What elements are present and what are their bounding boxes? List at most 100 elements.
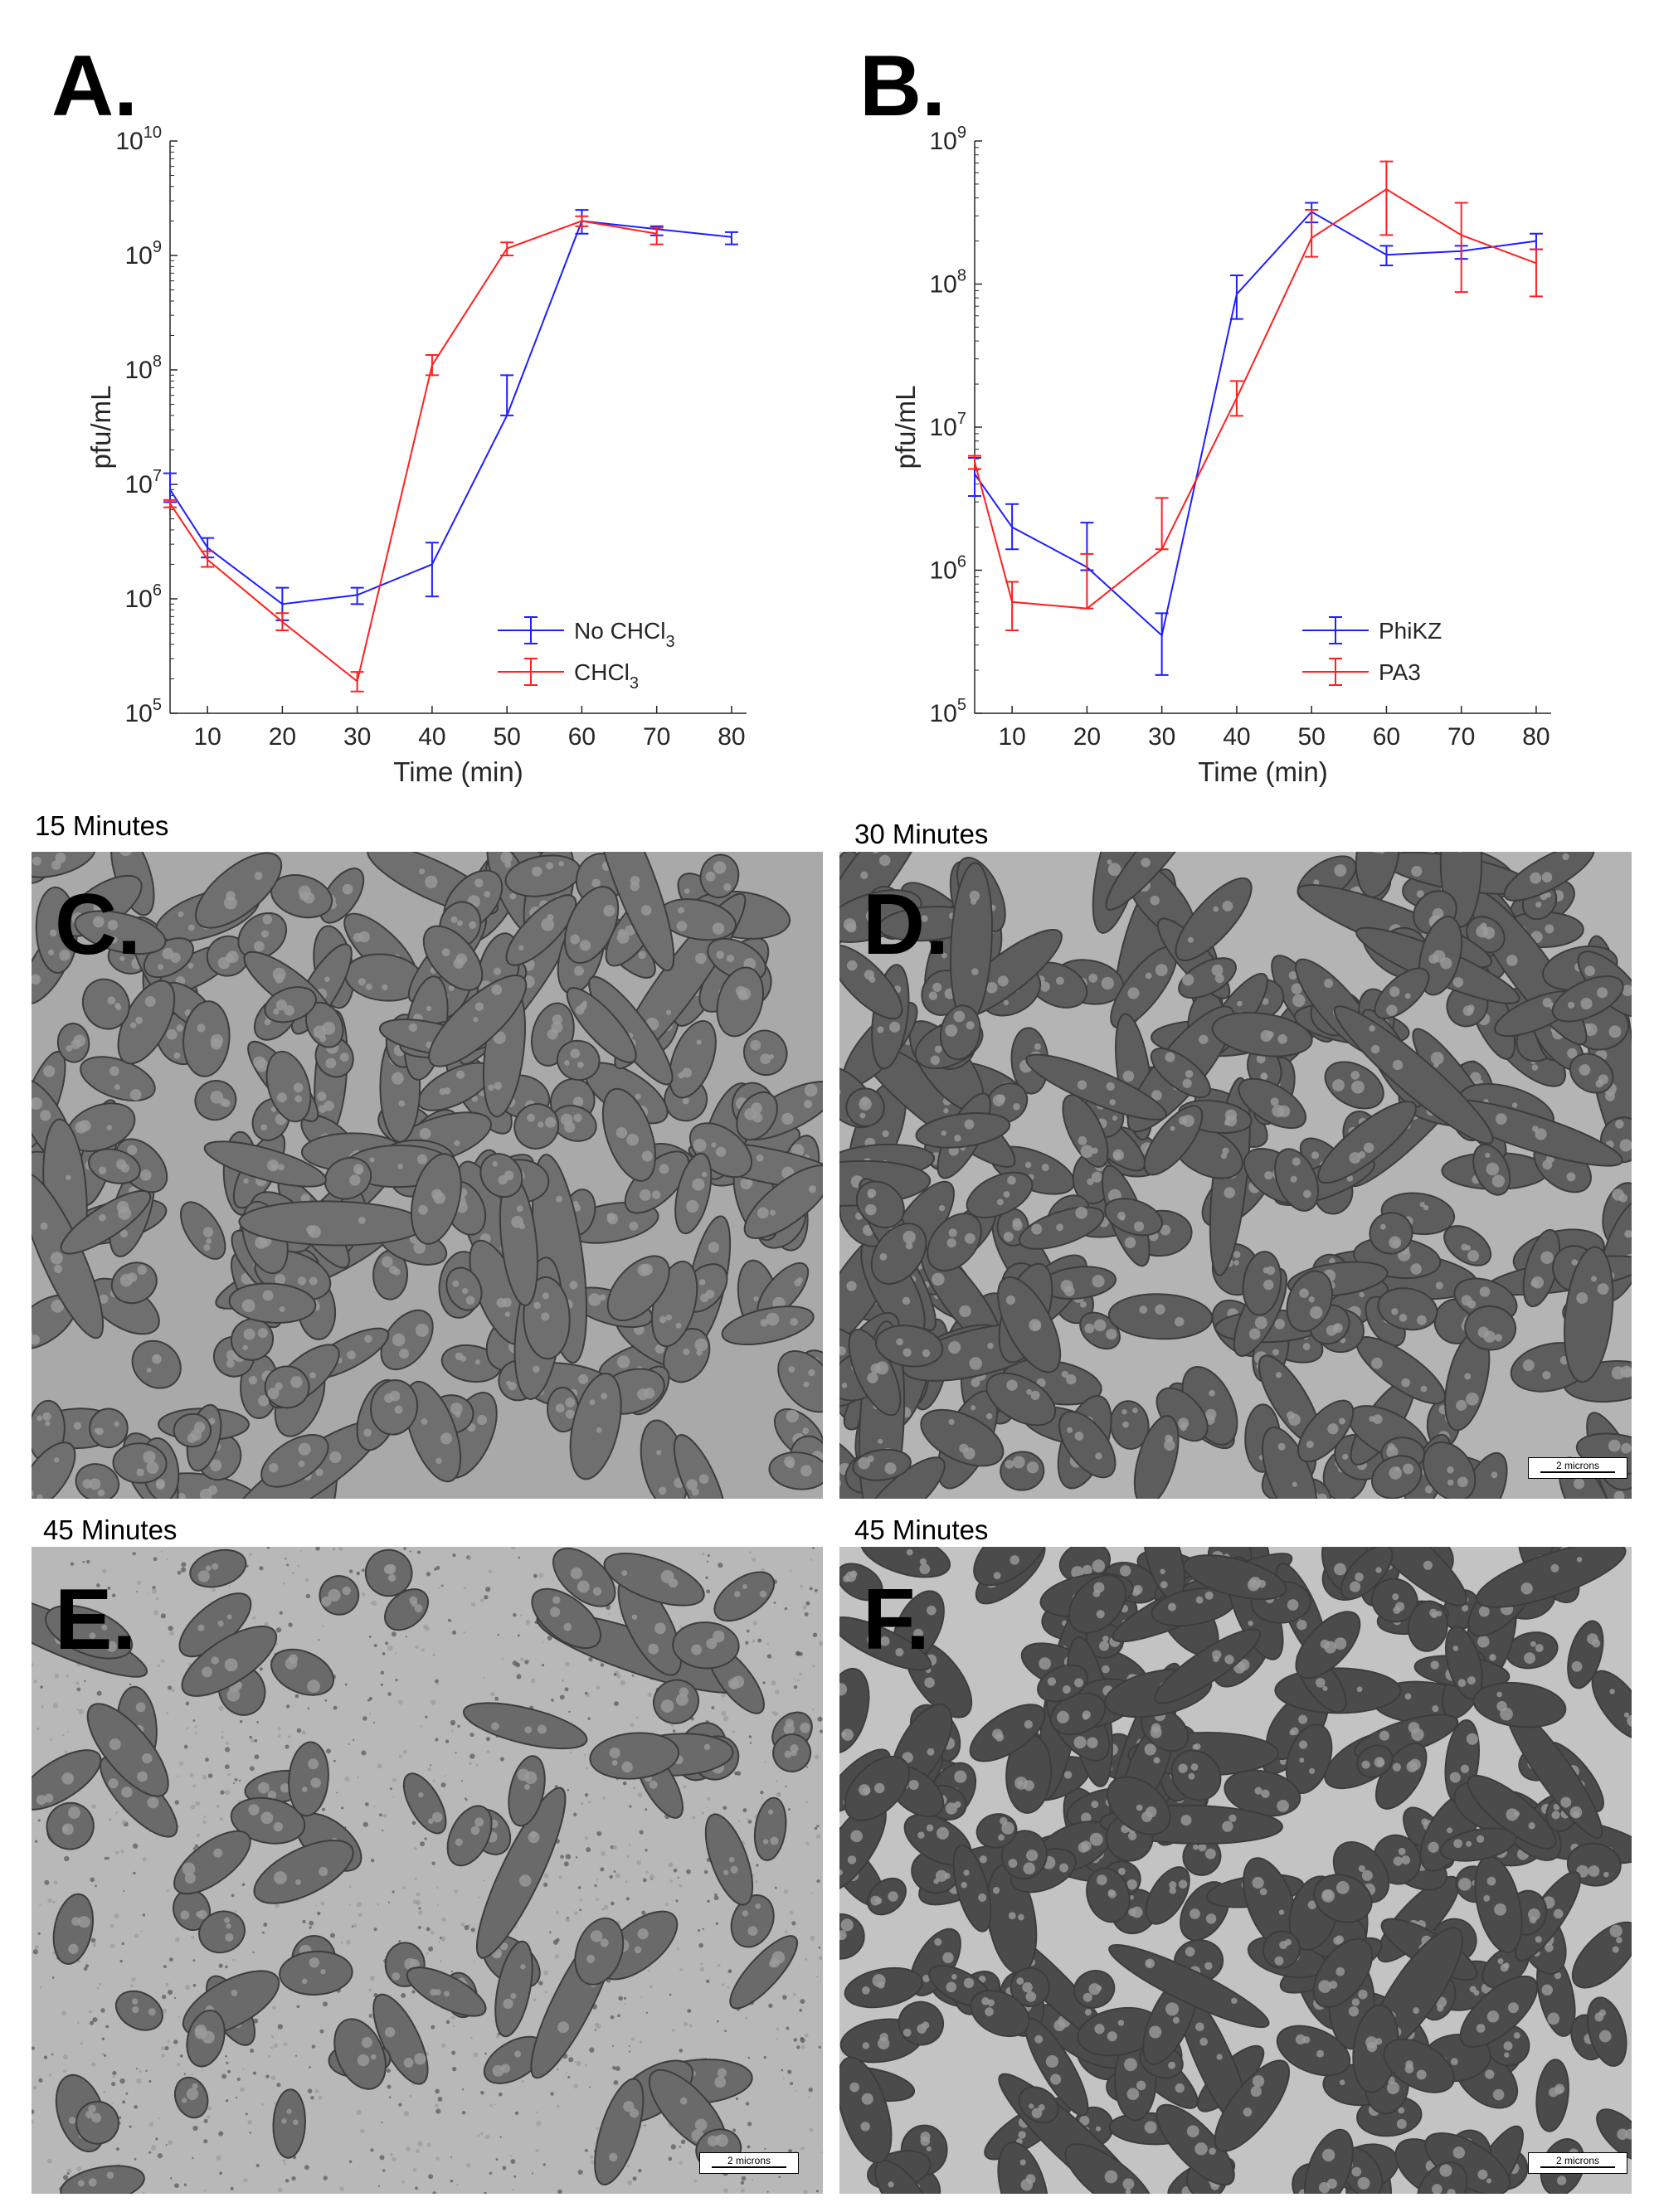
- speckle: [810, 1935, 815, 1941]
- speckle: [432, 1779, 435, 1782]
- speckle: [216, 2155, 221, 2161]
- speckle: [463, 1586, 467, 1590]
- speckle: [224, 1764, 230, 1770]
- speckle: [160, 1659, 165, 1664]
- speckle: [805, 1801, 809, 1804]
- speckle: [804, 2033, 809, 2038]
- chart-a-error-bar: [275, 612, 289, 632]
- speckle: [596, 2127, 599, 2131]
- speckle: [805, 1601, 810, 1606]
- speckle: [369, 1976, 376, 1981]
- speckle: [122, 2100, 126, 2104]
- speckle: [513, 1613, 517, 1617]
- bacterial-cell: [181, 1626, 278, 1697]
- speckle: [766, 1654, 771, 1659]
- speckle: [676, 1947, 679, 1951]
- speckle: [521, 2079, 525, 2083]
- speckle: [536, 2111, 538, 2114]
- bacterial-cell: [264, 986, 317, 1023]
- speckle: [542, 1641, 544, 1644]
- bacterial-cell: [777, 1350, 823, 1413]
- speckle: [515, 1662, 521, 1668]
- speckle: [63, 2069, 66, 2073]
- speckle: [498, 2092, 503, 2097]
- speckle: [800, 2044, 805, 2049]
- speckle: [402, 1749, 407, 1754]
- bacterial-cell: [713, 1571, 776, 1622]
- speckle: [755, 1880, 758, 1884]
- speckle: [344, 1683, 348, 1686]
- speckle: [456, 2183, 460, 2186]
- speckle: [268, 2054, 271, 2058]
- speckle: [533, 1997, 537, 2002]
- speckle: [191, 1935, 195, 1939]
- bacterial-cell: [75, 1463, 120, 1499]
- speckle: [550, 2092, 554, 2096]
- bacterial-cell: [920, 1408, 1005, 1467]
- speckle: [567, 2076, 571, 2079]
- bacterial-cell: [32, 852, 96, 878]
- bacterial-cell: [324, 1156, 372, 1200]
- bacterial-cell: [1262, 1427, 1318, 1499]
- speckle: [419, 1725, 422, 1728]
- speckle: [558, 1875, 562, 1879]
- speckle: [119, 1959, 123, 1963]
- bacterial-cell: [1104, 1198, 1163, 1237]
- speckle: [230, 2186, 234, 2190]
- speckle: [556, 1911, 559, 1915]
- speckle: [513, 2175, 517, 2178]
- speckle: [723, 2188, 728, 2193]
- speckle: [584, 2064, 587, 2067]
- speckle: [382, 1829, 384, 1832]
- speckle: [567, 1788, 570, 1791]
- speckle: [348, 2160, 353, 2164]
- chart-a-error-bar: [201, 550, 215, 568]
- bacterial-cell: [1324, 1061, 1384, 1110]
- speckle: [435, 2088, 440, 2094]
- speckle: [469, 1753, 475, 1759]
- bacterial-cell: [89, 1407, 129, 1449]
- speckle: [635, 1716, 639, 1719]
- speckle: [315, 1904, 318, 1907]
- speckle: [473, 2052, 479, 2058]
- speckle: [626, 2165, 630, 2168]
- speckle: [273, 2043, 279, 2049]
- speckle: [157, 2153, 163, 2159]
- bacterial-cell: [189, 1548, 247, 1588]
- speckle: [32, 1663, 34, 1667]
- speckle: [351, 1925, 353, 1928]
- bacterial-cell: [736, 1091, 778, 1141]
- chart-a-error-bar: [163, 498, 177, 508]
- speckle: [556, 1937, 560, 1942]
- chart-b-error-bar: [1229, 275, 1243, 320]
- speckle: [426, 1927, 431, 1932]
- speckle: [441, 2043, 446, 2048]
- bacterial-cell: [60, 2165, 145, 2194]
- bacterial-cell: [997, 1276, 1062, 1373]
- speckle: [430, 1764, 432, 1767]
- speckle: [486, 1750, 490, 1753]
- bacterial-cell: [88, 1148, 141, 1184]
- speckle: [411, 1990, 416, 1994]
- micrograph-e: E. 2 microns: [32, 1547, 823, 2194]
- bacterial-cell: [319, 1575, 360, 1616]
- speckle: [392, 1777, 397, 1782]
- speckle: [470, 1602, 476, 1607]
- bacterial-cell: [1107, 1293, 1214, 1340]
- speckle: [812, 1547, 815, 1549]
- speckle: [48, 2073, 52, 2077]
- speckle: [747, 2056, 751, 2059]
- speckle: [544, 1991, 547, 1994]
- speckle: [61, 2010, 67, 2016]
- bacterial-cell: [81, 978, 130, 1030]
- speckle: [645, 1808, 648, 1811]
- bacterial-cell: [475, 1787, 567, 1959]
- speckle: [370, 2148, 374, 2152]
- speckle: [799, 2008, 803, 2012]
- chart-a-x-tick-label: 30: [343, 723, 371, 751]
- speckle: [774, 1886, 777, 1889]
- speckle: [192, 2125, 198, 2132]
- bacterial-cell: [1332, 1841, 1390, 1903]
- speckle: [32, 2046, 36, 2050]
- speckle: [752, 1639, 756, 1643]
